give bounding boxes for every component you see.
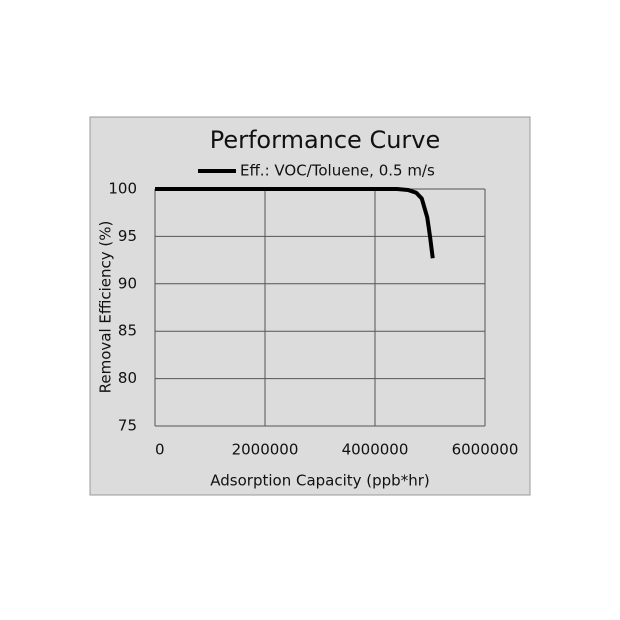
- x-tick-label: 2000000: [232, 441, 299, 459]
- chart-title: Performance Curve: [210, 126, 441, 154]
- x-axis-label: Adsorption Capacity (ppb*hr): [210, 472, 429, 490]
- y-tick-label: 95: [118, 227, 137, 245]
- y-tick-label: 85: [118, 322, 137, 340]
- x-tick-label: 0: [155, 441, 165, 459]
- y-tick-label: 90: [118, 274, 137, 292]
- x-tick-label: 4000000: [342, 441, 409, 459]
- y-tick-label: 75: [118, 417, 137, 435]
- x-tick-label: 6000000: [452, 441, 519, 459]
- chart-background: [89, 116, 531, 496]
- legend-label: Eff.: VOC/Toluene, 0.5 m/s: [240, 162, 435, 180]
- y-axis-label: Removal Efficiency (%): [97, 221, 115, 394]
- y-tick-label: 100: [108, 180, 137, 198]
- data-line: [155, 187, 435, 259]
- y-tick-label: 80: [118, 369, 137, 387]
